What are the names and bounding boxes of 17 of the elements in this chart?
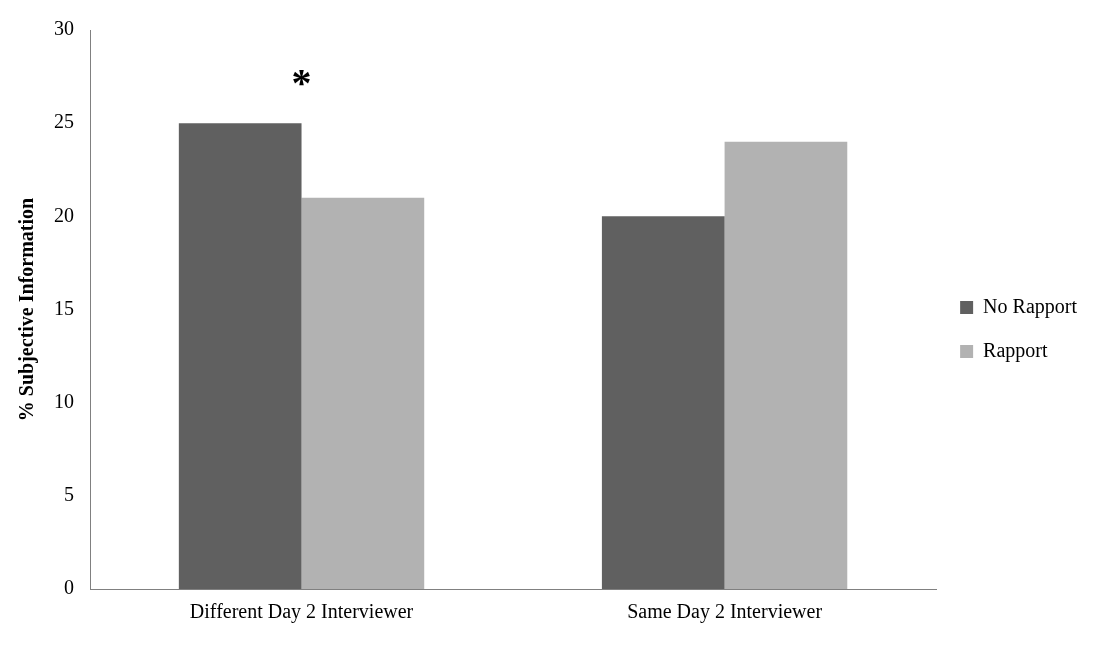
legend-label: No Rapport bbox=[983, 294, 1078, 318]
y-tick-label: 5 bbox=[64, 483, 74, 506]
x-tick-label: Different Day 2 Interviewer bbox=[189, 600, 414, 624]
y-tick-label: 25 bbox=[54, 110, 74, 133]
y-tick-label: 0 bbox=[64, 576, 74, 599]
y-tick-label: 20 bbox=[54, 203, 74, 226]
x-tick-label: Same Day 2 Interviewer bbox=[627, 600, 823, 624]
bar bbox=[601, 216, 725, 589]
y-axis-title: % Subjective Information bbox=[15, 197, 39, 422]
legend-label: Rapport bbox=[983, 338, 1048, 362]
annotation: * bbox=[291, 60, 312, 106]
y-tick-label: 30 bbox=[54, 17, 74, 40]
bar bbox=[178, 123, 302, 589]
bar bbox=[724, 141, 848, 589]
y-tick-label: 15 bbox=[54, 296, 74, 319]
y-tick-label: 10 bbox=[54, 389, 74, 412]
bar bbox=[301, 197, 425, 589]
